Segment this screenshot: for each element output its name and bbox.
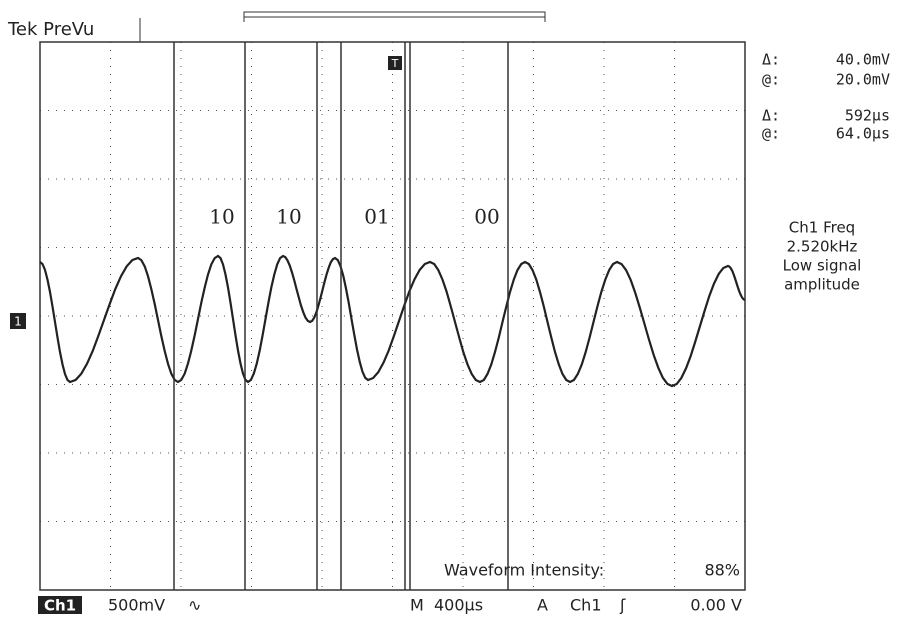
graticule-frame	[39, 41, 746, 591]
app-title: Tek PreVu	[7, 19, 94, 40]
readout-symbol: Δ:	[762, 51, 780, 69]
bit-label: 10	[276, 205, 301, 229]
record-bracket	[243, 11, 546, 22]
channel-marker	[10, 313, 26, 329]
readout-symbol: @:	[762, 71, 780, 89]
coupling: ∿	[188, 596, 201, 615]
graticule	[40, 42, 745, 590]
trigger-level: 0.00 V	[690, 596, 742, 615]
readout-value: 40.0mV	[836, 51, 890, 69]
measurement-line: Ch1 Freq	[789, 219, 855, 237]
readout-symbol: @:	[762, 125, 780, 143]
measurement-line: amplitude	[784, 276, 860, 294]
measurement-line: 2.520kHz	[787, 238, 858, 256]
trigger-source: Ch1	[570, 596, 602, 615]
waveform-trace	[39, 254, 746, 388]
timebase-prefix: M	[410, 596, 424, 615]
channel-label: Ch1	[44, 597, 76, 615]
trigger-marker-label: T	[391, 57, 399, 70]
trigger-prefix: A	[537, 596, 548, 615]
bit-label: 01	[364, 205, 389, 229]
bit-label: 00	[474, 205, 499, 229]
trigger-slope: ʃ	[619, 596, 626, 615]
cursors	[173, 42, 509, 590]
channel-badge	[38, 596, 82, 614]
intensity-label: Waveform Intensity:	[444, 561, 604, 580]
readout-value: 20.0mV	[836, 71, 890, 89]
readout-symbol: Δ:	[762, 107, 780, 125]
channel-marker-label: 1	[14, 315, 22, 329]
vertical-scale: 500mV	[108, 596, 165, 615]
readout-value: 64.0µs	[836, 125, 890, 143]
timebase: 400µs	[434, 596, 483, 615]
readout-value: 592µs	[845, 107, 890, 125]
intensity-value: 88%	[704, 561, 740, 580]
measurement-line: Low signal	[783, 257, 862, 275]
bit-label: 10	[209, 205, 234, 229]
trigger-marker	[388, 56, 402, 70]
